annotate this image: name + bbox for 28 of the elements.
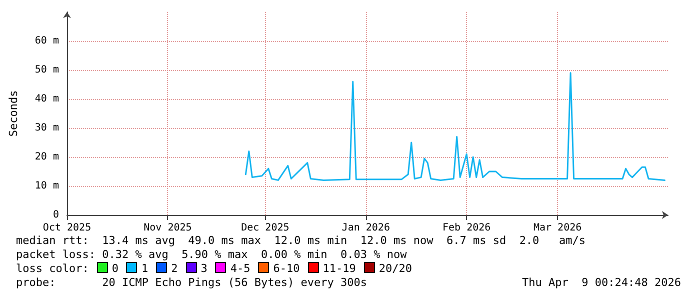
text: packet loss: 0.32 % avg 5.90 % max 0.00 % min 0.03 % now: [16, 248, 407, 261]
text: 6-10: [273, 262, 300, 275]
y-tick-label: 10 m: [34, 180, 59, 192]
y-tick-label: 60 m: [34, 36, 59, 46]
x-tick-label: Oct 2025: [42, 222, 92, 234]
x-tick-label: Jan 2026: [342, 222, 390, 234]
x-tick-label: Mar 2026: [533, 222, 582, 234]
x-tick-label: Dec 2025: [241, 222, 290, 234]
y-tick-label: 20 m: [34, 152, 59, 162]
x-tick-label: Nov 2025: [144, 222, 192, 234]
y-tick-label: 30 m: [34, 122, 59, 134]
y-axis-title: Seconds: [7, 90, 20, 137]
y-tick-label: 40 m: [34, 94, 59, 104]
text: 0: [112, 262, 118, 275]
text: 4-5: [230, 262, 250, 275]
text: 20/20: [378, 262, 412, 275]
y-tick-label: 0: [52, 210, 59, 220]
line-series: [244, 72, 666, 181]
y-tick-label: 50 m: [34, 64, 59, 76]
x-tick-label: Feb 2026: [442, 222, 491, 234]
text: 3: [200, 262, 208, 275]
text: 1: [141, 262, 148, 275]
text: loss color:: [16, 262, 89, 275]
text: 2: [171, 262, 178, 275]
text: 11-19: [322, 262, 356, 275]
text: Thu Apr 9 00:24:48 2026: [522, 276, 681, 289]
text: probe: 20 ICMP Echo Pings (56 Bytes) every 300s: [16, 276, 367, 289]
text: median rtt: 13.4 ms avg 49.0 ms max 12.0 ms min 12.0 ms now 6.7 ms sd 2.0 am/s: [16, 234, 586, 247]
